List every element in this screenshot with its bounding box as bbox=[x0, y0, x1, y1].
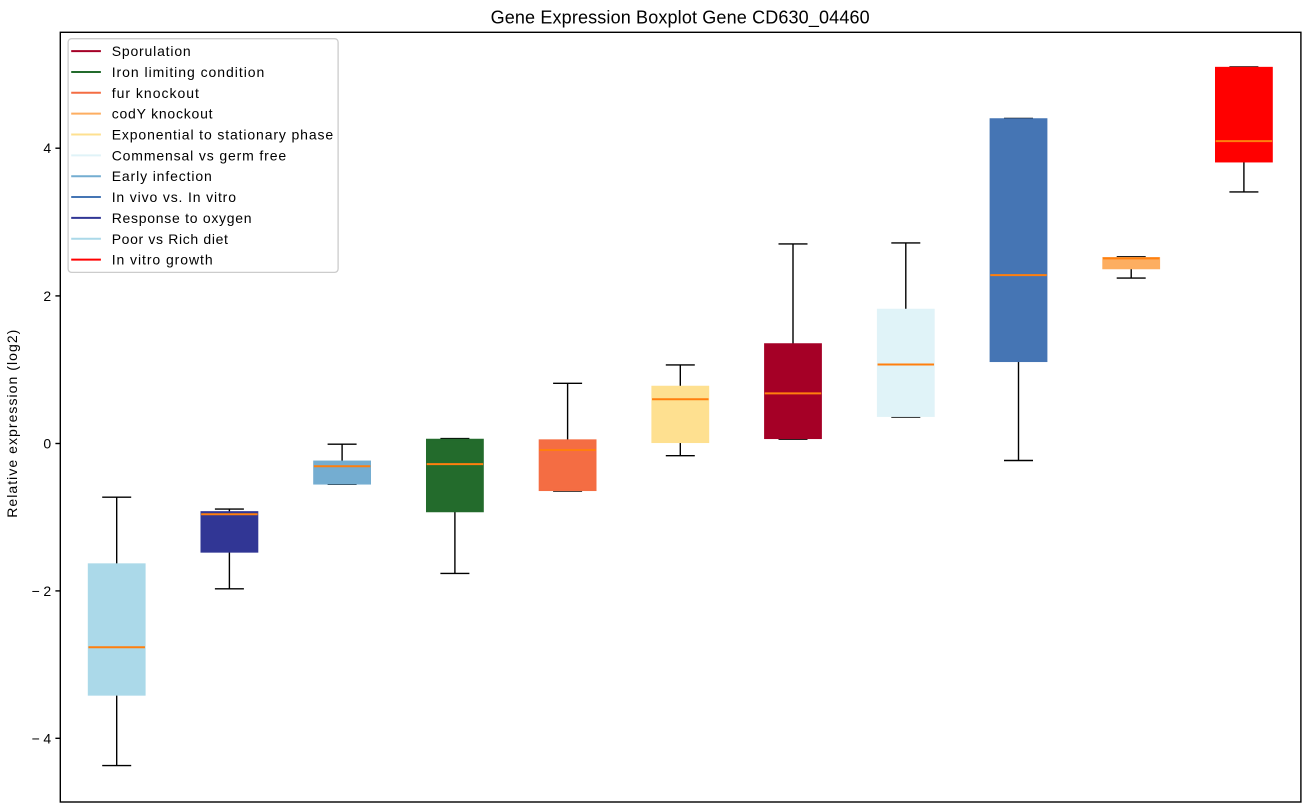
svg-text:−4: −4 bbox=[32, 730, 52, 746]
svg-text:−2: −2 bbox=[32, 583, 52, 599]
svg-text:In vitro growth: In vitro growth bbox=[112, 252, 214, 268]
svg-text:Gene Expression Boxplot Gene C: Gene Expression Boxplot Gene CD630_04460 bbox=[491, 8, 870, 29]
svg-text:4: 4 bbox=[43, 140, 51, 156]
svg-text:Sporulation: Sporulation bbox=[112, 43, 192, 59]
svg-text:In vivo vs. In vitro: In vivo vs. In vitro bbox=[112, 189, 237, 205]
svg-text:2: 2 bbox=[43, 288, 51, 304]
svg-text:Iron limiting condition: Iron limiting condition bbox=[112, 64, 266, 80]
svg-text:fur knockout: fur knockout bbox=[112, 85, 200, 101]
svg-text:0: 0 bbox=[43, 436, 51, 452]
svg-text:codY knockout: codY knockout bbox=[112, 106, 214, 122]
svg-text:Early infection: Early infection bbox=[112, 168, 213, 184]
svg-text:Relative expression (log2): Relative expression (log2) bbox=[4, 329, 20, 518]
svg-text:Exponential to stationary phas: Exponential to stationary phase bbox=[112, 127, 334, 143]
svg-text:Poor vs Rich diet: Poor vs Rich diet bbox=[112, 231, 229, 247]
svg-text:Response to oxygen: Response to oxygen bbox=[112, 210, 253, 226]
svg-text:Commensal vs germ free: Commensal vs germ free bbox=[112, 147, 287, 163]
